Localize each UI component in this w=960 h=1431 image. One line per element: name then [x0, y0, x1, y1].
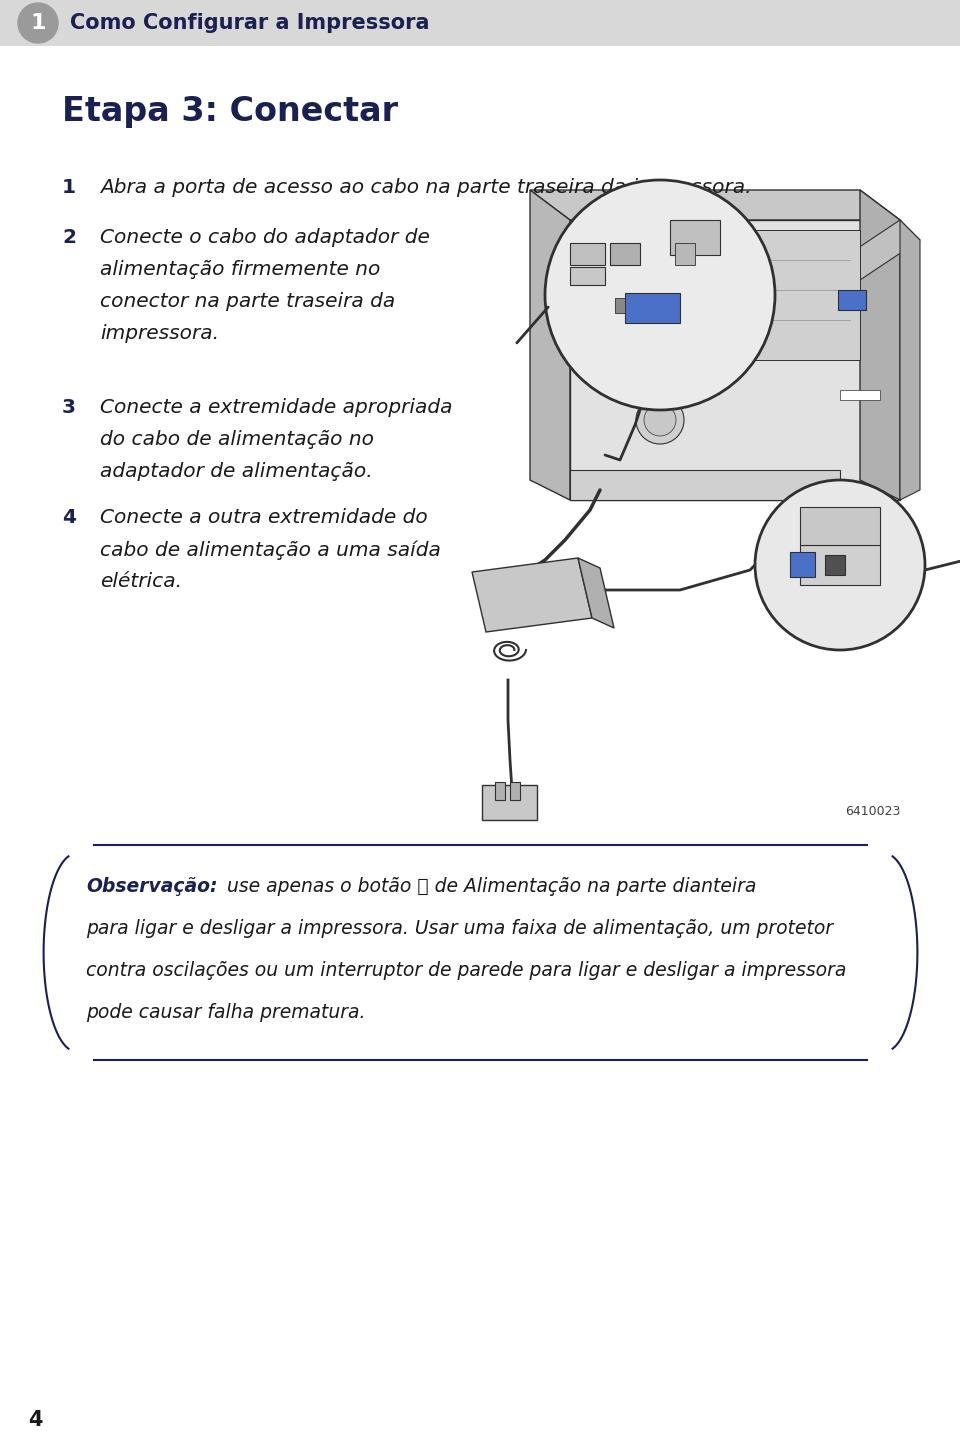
- Polygon shape: [700, 230, 860, 361]
- Bar: [825, 555, 845, 575]
- Bar: [838, 290, 866, 311]
- Text: 4: 4: [28, 1410, 42, 1430]
- Text: cabo de alimentação a uma saída: cabo de alimentação a uma saída: [100, 539, 441, 560]
- Text: impressora.: impressora.: [100, 323, 219, 343]
- Text: 3: 3: [62, 398, 76, 416]
- Text: adaptador de alimentação.: adaptador de alimentação.: [100, 462, 372, 481]
- Polygon shape: [860, 190, 900, 499]
- Bar: [570, 243, 605, 265]
- Text: para ligar e desligar a impressora. Usar uma faixa de alimentação, um protetor: para ligar e desligar a impressora. Usar…: [86, 919, 833, 937]
- Text: elétrica.: elétrica.: [100, 572, 182, 591]
- Polygon shape: [840, 220, 920, 280]
- Bar: [675, 243, 695, 265]
- Text: 1: 1: [62, 177, 76, 197]
- Bar: [0, 0, 960, 46]
- Polygon shape: [570, 220, 900, 499]
- Text: alimentação firmemente no: alimentação firmemente no: [100, 260, 380, 279]
- Text: contra oscilações ou um interruptor de parede para ligar e desligar a impressora: contra oscilações ou um interruptor de p…: [86, 962, 847, 980]
- Polygon shape: [530, 190, 900, 220]
- Circle shape: [644, 404, 676, 436]
- Bar: [800, 545, 880, 585]
- Polygon shape: [570, 469, 840, 499]
- Polygon shape: [530, 190, 570, 499]
- Bar: [610, 243, 640, 265]
- Text: 4: 4: [62, 508, 76, 527]
- Bar: [495, 781, 505, 800]
- Polygon shape: [578, 558, 614, 628]
- Polygon shape: [900, 220, 920, 499]
- Polygon shape: [472, 558, 592, 633]
- Text: pode causar falha prematura.: pode causar falha prematura.: [86, 1003, 366, 1022]
- Circle shape: [636, 396, 684, 444]
- Text: Abra a porta de acesso ao cabo na parte traseira da impressora.: Abra a porta de acesso ao cabo na parte …: [100, 177, 752, 197]
- Text: Como Configurar a Impressora: Como Configurar a Impressora: [70, 13, 429, 33]
- Text: 1: 1: [31, 13, 46, 33]
- Text: Conecte a extremidade apropriada: Conecte a extremidade apropriada: [100, 398, 452, 416]
- Text: use apenas o botão ⏻ de Alimentação na parte dianteira: use apenas o botão ⏻ de Alimentação na p…: [221, 877, 756, 896]
- Text: conector na parte traseira da: conector na parte traseira da: [100, 292, 396, 311]
- Circle shape: [545, 180, 775, 411]
- Bar: [625, 293, 680, 323]
- Bar: [790, 552, 815, 577]
- Text: Observação:: Observação:: [86, 877, 218, 896]
- Bar: [670, 220, 720, 255]
- Text: Conecte o cabo do adaptador de: Conecte o cabo do adaptador de: [100, 228, 430, 248]
- Text: Etapa 3: Conectar: Etapa 3: Conectar: [62, 96, 398, 129]
- Circle shape: [755, 479, 925, 650]
- Text: 2: 2: [62, 228, 76, 248]
- Text: Conecte a outra extremidade do: Conecte a outra extremidade do: [100, 508, 428, 527]
- Bar: [615, 298, 625, 313]
- Polygon shape: [840, 391, 880, 401]
- Bar: [482, 786, 537, 820]
- Text: 6410023: 6410023: [845, 806, 900, 819]
- Bar: [800, 507, 880, 545]
- Bar: [510, 781, 520, 800]
- Circle shape: [18, 3, 58, 43]
- Text: do cabo de alimentação no: do cabo de alimentação no: [100, 429, 374, 449]
- Bar: [570, 268, 605, 285]
